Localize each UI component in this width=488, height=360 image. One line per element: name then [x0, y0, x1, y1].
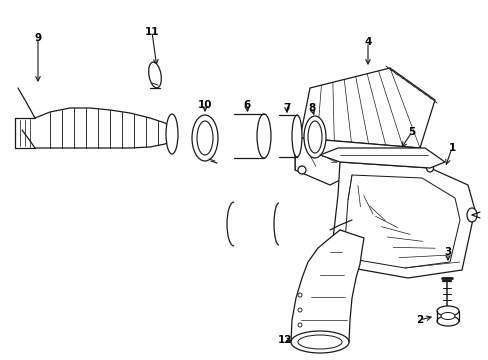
- Text: 7: 7: [283, 103, 290, 113]
- Text: 5: 5: [407, 127, 415, 137]
- Ellipse shape: [297, 293, 302, 297]
- Ellipse shape: [297, 335, 341, 349]
- Polygon shape: [331, 162, 474, 278]
- Polygon shape: [234, 114, 264, 158]
- Ellipse shape: [290, 331, 348, 353]
- Polygon shape: [345, 175, 459, 268]
- Ellipse shape: [165, 114, 178, 154]
- Text: 11: 11: [144, 27, 159, 37]
- Text: 6: 6: [243, 100, 250, 110]
- Ellipse shape: [441, 315, 451, 321]
- Ellipse shape: [436, 306, 458, 316]
- Polygon shape: [319, 148, 444, 168]
- Ellipse shape: [441, 310, 451, 316]
- Ellipse shape: [192, 115, 218, 161]
- Polygon shape: [279, 115, 296, 157]
- Text: 10: 10: [197, 100, 212, 110]
- Ellipse shape: [148, 62, 161, 88]
- Ellipse shape: [426, 164, 433, 172]
- Ellipse shape: [297, 323, 302, 327]
- Polygon shape: [299, 68, 434, 148]
- Polygon shape: [35, 108, 172, 148]
- Ellipse shape: [440, 312, 454, 320]
- Text: 12: 12: [277, 335, 292, 345]
- Ellipse shape: [257, 114, 270, 158]
- Ellipse shape: [291, 115, 302, 157]
- Ellipse shape: [297, 308, 302, 312]
- Text: 3: 3: [444, 247, 451, 257]
- Ellipse shape: [304, 116, 325, 158]
- Ellipse shape: [436, 316, 458, 326]
- Polygon shape: [290, 230, 363, 342]
- Text: 4: 4: [364, 37, 371, 47]
- Ellipse shape: [307, 121, 321, 153]
- Polygon shape: [294, 138, 419, 185]
- Ellipse shape: [197, 121, 213, 155]
- Text: 9: 9: [34, 33, 41, 43]
- Text: 1: 1: [447, 143, 455, 153]
- Ellipse shape: [466, 208, 476, 222]
- Text: 2: 2: [415, 315, 423, 325]
- Text: 8: 8: [308, 103, 315, 113]
- Ellipse shape: [297, 166, 305, 174]
